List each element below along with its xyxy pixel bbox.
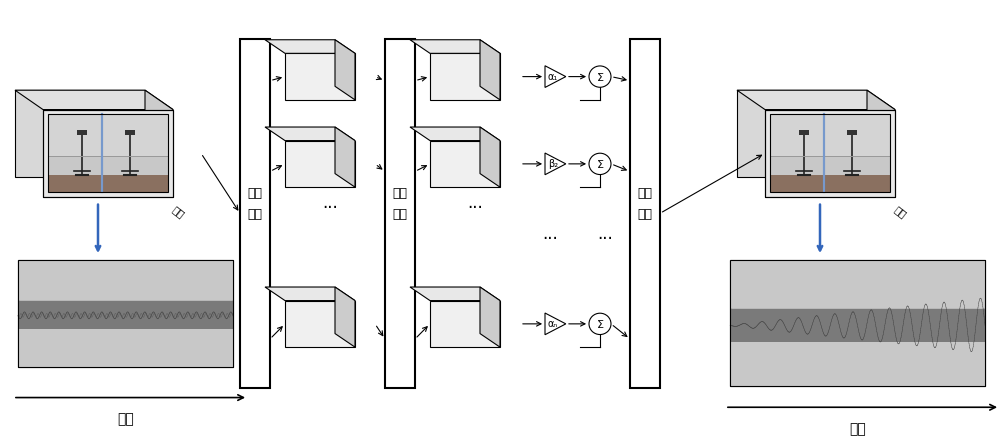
Text: ...: ... [597, 225, 613, 243]
Polygon shape [545, 313, 566, 335]
Polygon shape [15, 90, 173, 109]
Polygon shape [285, 300, 355, 347]
Polygon shape [410, 127, 500, 140]
Polygon shape [18, 329, 233, 367]
Polygon shape [15, 90, 145, 177]
Polygon shape [770, 114, 890, 157]
Polygon shape [145, 90, 173, 197]
Polygon shape [545, 153, 566, 175]
Polygon shape [480, 40, 500, 100]
Polygon shape [765, 109, 895, 197]
Polygon shape [430, 53, 500, 100]
Polygon shape [730, 342, 985, 386]
Polygon shape [18, 260, 233, 300]
Polygon shape [867, 90, 895, 197]
Polygon shape [730, 309, 985, 342]
Polygon shape [285, 140, 355, 187]
Polygon shape [480, 287, 500, 347]
Text: αₙ: αₙ [548, 319, 558, 329]
Polygon shape [410, 287, 500, 300]
Polygon shape [335, 287, 355, 347]
Polygon shape [48, 175, 168, 192]
Text: $\Sigma$: $\Sigma$ [596, 158, 604, 170]
Polygon shape [480, 127, 500, 187]
Polygon shape [43, 109, 173, 197]
Polygon shape [630, 39, 660, 388]
Text: 视频
陵建: 视频 陵建 [638, 187, 652, 221]
Polygon shape [77, 130, 87, 135]
Polygon shape [770, 175, 890, 192]
Polygon shape [125, 130, 135, 135]
Polygon shape [285, 53, 355, 100]
Polygon shape [847, 130, 857, 135]
Text: 时间: 时间 [117, 412, 134, 426]
Polygon shape [410, 40, 500, 53]
Circle shape [589, 153, 611, 174]
Polygon shape [18, 301, 233, 329]
Polygon shape [730, 260, 985, 386]
Polygon shape [430, 140, 500, 187]
Text: ...: ... [467, 194, 483, 212]
Polygon shape [737, 90, 867, 177]
Polygon shape [545, 66, 566, 88]
Text: $\Sigma$: $\Sigma$ [596, 318, 604, 330]
Polygon shape [265, 127, 355, 140]
Polygon shape [240, 39, 270, 388]
Polygon shape [335, 127, 355, 187]
Polygon shape [737, 90, 895, 109]
Polygon shape [18, 260, 233, 367]
Polygon shape [799, 130, 809, 135]
Polygon shape [265, 287, 355, 300]
Polygon shape [430, 300, 500, 347]
Text: ...: ... [322, 194, 338, 212]
Text: 时间: 时间 [892, 204, 908, 220]
Text: β₂: β₂ [548, 159, 558, 169]
Text: α₁: α₁ [548, 72, 558, 82]
Text: ...: ... [542, 225, 558, 243]
Polygon shape [48, 114, 168, 192]
Circle shape [589, 66, 611, 87]
Polygon shape [265, 40, 355, 53]
Text: 空域
分解: 空域 分解 [248, 187, 262, 221]
Polygon shape [335, 40, 355, 100]
Text: 时域
滤波: 时域 滤波 [392, 187, 408, 221]
Text: $\Sigma$: $\Sigma$ [596, 71, 604, 82]
Text: 时间: 时间 [170, 204, 186, 220]
Polygon shape [385, 39, 415, 388]
Polygon shape [730, 260, 985, 308]
Circle shape [589, 313, 611, 334]
Polygon shape [48, 114, 168, 157]
Polygon shape [770, 114, 890, 192]
Text: 时间: 时间 [849, 422, 866, 436]
